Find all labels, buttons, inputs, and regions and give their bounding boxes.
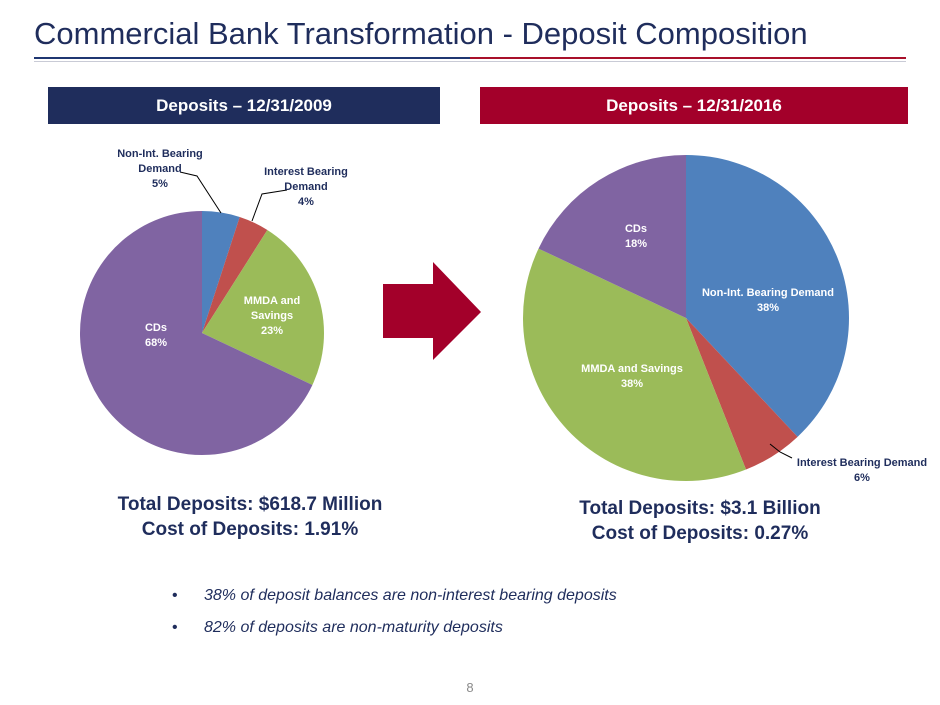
page-title: Commercial Bank Transformation - Deposit… bbox=[34, 16, 808, 51]
total-deposits-2009: Total Deposits: $618.7 Million bbox=[117, 494, 383, 515]
slice-data-label: Interest Bearing Demand 6% bbox=[797, 457, 927, 484]
pie-slice-mmda-and-savings bbox=[523, 248, 747, 481]
slice-data-label: MMDA and Savings 23% bbox=[244, 295, 300, 337]
title-rule-red bbox=[470, 57, 906, 59]
bullet-list: • 38% of deposit balances are non-intere… bbox=[172, 580, 617, 644]
pie-slice-mmda-and-savings bbox=[202, 229, 324, 385]
right-arrow-icon bbox=[383, 262, 481, 360]
slice-data-label: Non-Int. Bearing Demand 38% bbox=[702, 287, 834, 314]
slice-data-label: CDs 68% bbox=[145, 322, 167, 349]
pie-slice-cds bbox=[538, 155, 686, 318]
header-deposits-2009: Deposits – 12/31/2009 bbox=[48, 87, 440, 124]
total-deposits-2016: Total Deposits: $3.1 Billion bbox=[579, 498, 821, 519]
header-deposits-2016: Deposits – 12/31/2016 bbox=[480, 87, 908, 124]
cost-of-deposits-2016: Cost of Deposits: 0.27% bbox=[591, 523, 809, 544]
totals-2016: Total Deposits: $3.1 Billion Cost of Dep… bbox=[500, 496, 900, 546]
slice-data-label: CDs 18% bbox=[625, 223, 647, 250]
pie-2009: Non-Int. Bearing Demand 5% Interest Bearing… bbox=[79, 148, 348, 455]
page-number: 8 bbox=[466, 680, 474, 695]
leader-line bbox=[179, 171, 222, 214]
pie-slice-non-int-bearing-demand bbox=[202, 211, 240, 333]
pie-slice-non-int-bearing-demand bbox=[686, 155, 849, 437]
totals-2009: Total Deposits: $618.7 Million Cost of D… bbox=[60, 492, 440, 542]
bullet-dot-icon: • bbox=[172, 619, 178, 636]
slice-data-label: MMDA and Savings 38% bbox=[581, 363, 683, 390]
slice-data-label: Non-Int. Bearing Demand 5% bbox=[117, 148, 203, 190]
pie-slice-interest-bearing-demand bbox=[686, 318, 798, 470]
bullet-item: • 38% of deposit balances are non-intere… bbox=[172, 580, 617, 612]
slice-data-label: Interest Bearing Demand 4% bbox=[264, 166, 348, 208]
leader-line bbox=[251, 189, 288, 222]
bullet-dot-icon: • bbox=[172, 587, 178, 604]
cost-of-deposits-2009: Cost of Deposits: 1.91% bbox=[141, 519, 359, 540]
leader-line bbox=[769, 443, 793, 459]
title-rule-blue bbox=[34, 57, 470, 59]
bullet-text: 82% of deposits are non-maturity deposit… bbox=[204, 619, 503, 636]
title-rule-thin bbox=[34, 61, 906, 62]
pie-slice-interest-bearing-demand bbox=[202, 216, 268, 333]
bullet-text: 38% of deposit balances are non-interest… bbox=[204, 587, 617, 604]
pie-2016: Non-Int. Bearing Demand 38% Interest Beari… bbox=[523, 155, 927, 484]
pie-slice-cds bbox=[79, 211, 313, 455]
bullet-item: • 82% of deposits are non-maturity depos… bbox=[172, 612, 617, 644]
